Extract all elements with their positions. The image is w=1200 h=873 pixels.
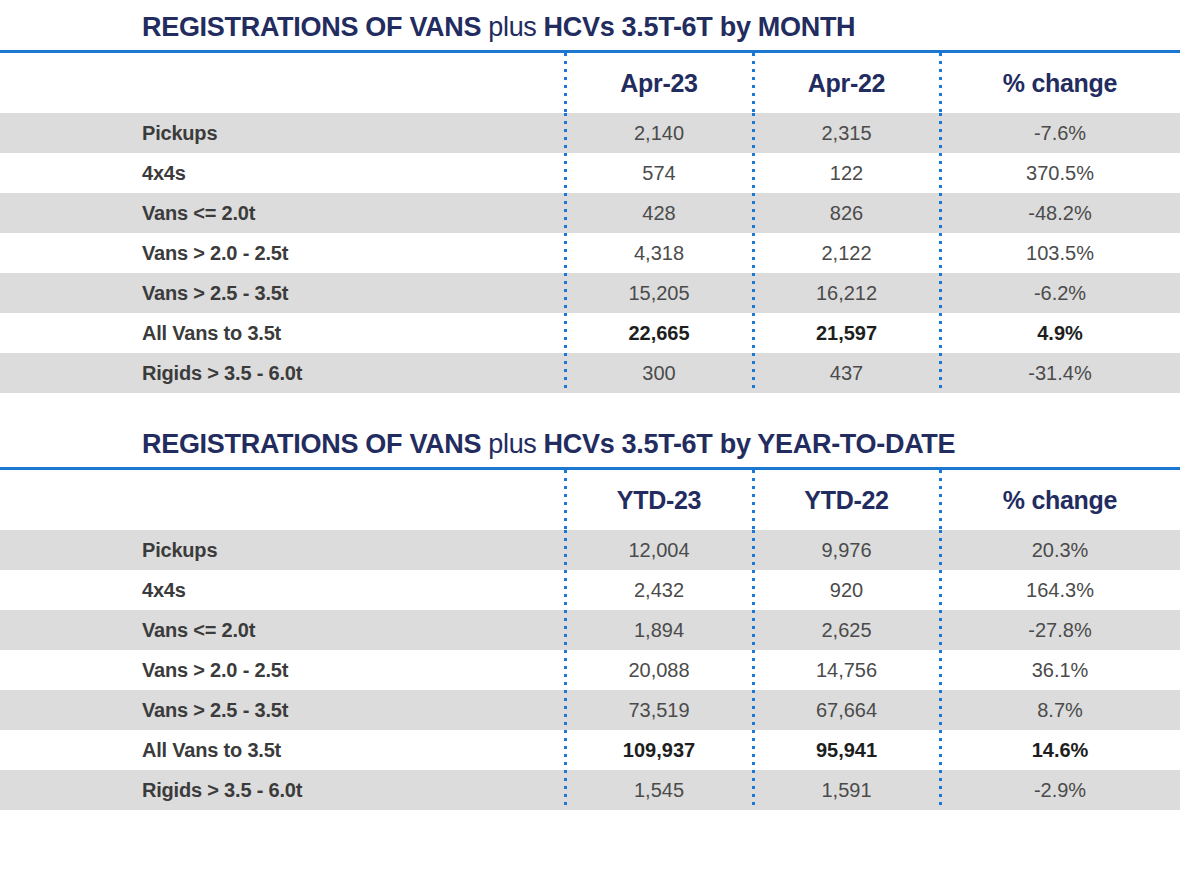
row-label: Vans > 2.5 - 3.5t	[0, 690, 565, 730]
title-part-light: plus	[488, 12, 536, 42]
value-percent-change: 4.9%	[940, 313, 1180, 353]
row-label: All Vans to 3.5t	[0, 730, 565, 770]
table-row: Vans <= 2.0t 1,894 2,625 -27.8%	[0, 610, 1180, 650]
title-part-bold-1: REGISTRATIONS OF VANS	[142, 12, 481, 42]
ytd-table-section: REGISTRATIONS OF VANSplus HCVs 3.5T-6T by…	[0, 429, 1180, 810]
value-current-period: 4,318	[565, 233, 753, 273]
value-previous-period: 67,664	[753, 690, 940, 730]
value-percent-change: -31.4%	[940, 353, 1180, 393]
value-percent-change: -27.8%	[940, 610, 1180, 650]
ytd-table-header-row: YTD-23 YTD-22 % change	[0, 470, 1180, 530]
value-current-period: 300	[565, 353, 753, 393]
value-previous-period: 826	[753, 193, 940, 233]
column-header-current-month: Apr-23	[565, 53, 753, 113]
value-current-period: 15,205	[565, 273, 753, 313]
value-current-period: 428	[565, 193, 753, 233]
value-percent-change: 164.3%	[940, 570, 1180, 610]
value-previous-period: 437	[753, 353, 940, 393]
value-previous-period: 9,976	[753, 530, 940, 570]
value-percent-change: 36.1%	[940, 650, 1180, 690]
title-part-bold-2: HCVs 3.5T-6T by MONTH	[544, 12, 856, 42]
month-table-section: REGISTRATIONS OF VANSplus HCVs 3.5T-6T by…	[0, 0, 1180, 393]
row-label: Pickups	[0, 113, 565, 153]
value-previous-period: 2,122	[753, 233, 940, 273]
row-label: Vans <= 2.0t	[0, 610, 565, 650]
column-header-percent-change: % change	[940, 53, 1180, 113]
value-percent-change: 370.5%	[940, 153, 1180, 193]
column-header-current-ytd: YTD-23	[565, 470, 753, 530]
month-table-body: Pickups 2,140 2,315 -7.6% 4x4s 574 122 3…	[0, 113, 1180, 393]
row-label: Vans <= 2.0t	[0, 193, 565, 233]
row-label: Vans > 2.5 - 3.5t	[0, 273, 565, 313]
row-label: Rigids > 3.5 - 6.0t	[0, 353, 565, 393]
value-previous-period: 14,756	[753, 650, 940, 690]
value-current-period: 574	[565, 153, 753, 193]
value-current-period: 12,004	[565, 530, 753, 570]
value-previous-period: 95,941	[753, 730, 940, 770]
row-label: Vans > 2.0 - 2.5t	[0, 650, 565, 690]
value-percent-change: -2.9%	[940, 770, 1180, 810]
row-label: Rigids > 3.5 - 6.0t	[0, 770, 565, 810]
row-label: Pickups	[0, 530, 565, 570]
row-label: 4x4s	[0, 153, 565, 193]
month-table-title: REGISTRATIONS OF VANSplus HCVs 3.5T-6T by…	[142, 12, 1180, 42]
registrations-report-page: REGISTRATIONS OF VANSplusHCVs 3.5T-6T by…	[0, 0, 1200, 873]
value-percent-change: 103.5%	[940, 233, 1180, 273]
table-row: Vans > 2.5 - 3.5t 73,519 67,664 8.7%	[0, 690, 1180, 730]
value-current-period: 22,665	[565, 313, 753, 353]
table-row: Vans > 2.0 - 2.5t 4,318 2,122 103.5%	[0, 233, 1180, 273]
row-label: 4x4s	[0, 570, 565, 610]
ytd-table-title: REGISTRATIONS OF VANSplus HCVs 3.5T-6T by…	[142, 429, 1180, 459]
row-label: All Vans to 3.5t	[0, 313, 565, 353]
value-current-period: 73,519	[565, 690, 753, 730]
table-row: Pickups 2,140 2,315 -7.6%	[0, 113, 1180, 153]
table-row: Vans > 2.0 - 2.5t 20,088 14,756 36.1%	[0, 650, 1180, 690]
value-percent-change: 14.6%	[940, 730, 1180, 770]
column-header-percent-change: % change	[940, 470, 1180, 530]
value-current-period: 1,894	[565, 610, 753, 650]
value-current-period: 2,140	[565, 113, 753, 153]
value-previous-period: 21,597	[753, 313, 940, 353]
table-row: Vans <= 2.0t 428 826 -48.2%	[0, 193, 1180, 233]
value-current-period: 109,937	[565, 730, 753, 770]
month-table-header-row: Apr-23 Apr-22 % change	[0, 53, 1180, 113]
column-header-previous-ytd: YTD-22	[753, 470, 940, 530]
value-percent-change: -7.6%	[940, 113, 1180, 153]
table-row: Rigids > 3.5 - 6.0t 300 437 -31.4%	[0, 353, 1180, 393]
row-label: Vans > 2.0 - 2.5t	[0, 233, 565, 273]
value-percent-change: 20.3%	[940, 530, 1180, 570]
value-current-period: 2,432	[565, 570, 753, 610]
value-percent-change: -48.2%	[940, 193, 1180, 233]
title-part-bold-2: HCVs 3.5T-6T by YEAR-TO-DATE	[544, 429, 956, 459]
label-column-header	[0, 470, 565, 530]
value-previous-period: 2,315	[753, 113, 940, 153]
table-row: Pickups 12,004 9,976 20.3%	[0, 530, 1180, 570]
table-row: All Vans to 3.5t 109,937 95,941 14.6%	[0, 730, 1180, 770]
label-column-header	[0, 53, 565, 113]
title-part-bold-1: REGISTRATIONS OF VANS	[142, 429, 481, 459]
value-percent-change: -6.2%	[940, 273, 1180, 313]
table-row: All Vans to 3.5t 22,665 21,597 4.9%	[0, 313, 1180, 353]
value-current-period: 1,545	[565, 770, 753, 810]
column-header-previous-month: Apr-22	[753, 53, 940, 113]
table-row: Vans > 2.5 - 3.5t 15,205 16,212 -6.2%	[0, 273, 1180, 313]
ytd-table-body: Pickups 12,004 9,976 20.3% 4x4s 2,432 92…	[0, 530, 1180, 810]
value-previous-period: 2,625	[753, 610, 940, 650]
value-previous-period: 16,212	[753, 273, 940, 313]
value-previous-period: 920	[753, 570, 940, 610]
table-row: 4x4s 2,432 920 164.3%	[0, 570, 1180, 610]
value-percent-change: 8.7%	[940, 690, 1180, 730]
value-previous-period: 1,591	[753, 770, 940, 810]
table-row: 4x4s 574 122 370.5%	[0, 153, 1180, 193]
value-previous-period: 122	[753, 153, 940, 193]
table-row: Rigids > 3.5 - 6.0t 1,545 1,591 -2.9%	[0, 770, 1180, 810]
value-current-period: 20,088	[565, 650, 753, 690]
title-part-light: plus	[488, 429, 536, 459]
